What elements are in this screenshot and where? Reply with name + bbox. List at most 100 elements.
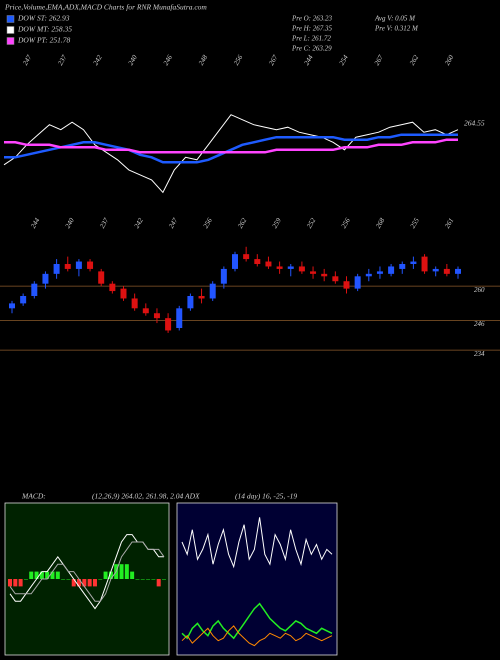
- candle-body: [365, 273, 372, 277]
- candle-body: [209, 283, 216, 299]
- histogram-bar: [98, 579, 103, 580]
- candle-body: [109, 283, 116, 292]
- series-line: [9, 541, 165, 602]
- histogram-bar: [119, 564, 124, 579]
- info-text: Pre C: 263.29: [291, 45, 332, 53]
- candle-body: [254, 259, 261, 264]
- candle-body: [198, 296, 205, 299]
- histogram-bar: [23, 579, 28, 580]
- candle-body: [421, 256, 428, 272]
- histogram-bar: [13, 579, 18, 587]
- legend-label: DOW MT: 258.35: [17, 25, 72, 34]
- histogram-bar: [130, 571, 135, 579]
- histogram-bar: [124, 564, 129, 579]
- candle-body: [120, 288, 127, 299]
- candle-body: [176, 308, 183, 328]
- date-label: 240: [64, 216, 76, 230]
- candle-body: [265, 261, 272, 267]
- histogram-bar: [146, 579, 151, 580]
- y-tick-label: 260: [474, 286, 485, 294]
- histogram-bar: [39, 571, 44, 579]
- date-label: 244: [29, 216, 41, 230]
- date-label: 242: [92, 53, 104, 67]
- series-line: [3, 114, 459, 194]
- info-text: Pre H: 267.35: [291, 25, 332, 33]
- candle-body: [53, 264, 60, 274]
- candle-body: [399, 264, 406, 269]
- candle-body: [131, 298, 138, 309]
- histogram-bar: [108, 571, 113, 579]
- date-label: 255: [409, 216, 421, 230]
- histogram-bar: [82, 579, 87, 587]
- info-text: Pre V: 0.312 M: [374, 25, 419, 33]
- date-label: 237: [98, 216, 110, 230]
- adx-text: (14 day) 16, -25, -19: [235, 492, 297, 501]
- date-label: 247: [21, 53, 33, 67]
- candle-body: [64, 264, 71, 269]
- candle-body: [287, 266, 294, 269]
- histogram-bar: [87, 579, 92, 587]
- candle-body: [42, 273, 49, 284]
- candle-body: [232, 254, 238, 269]
- candle-body: [276, 266, 283, 269]
- histogram-bar: [66, 579, 71, 580]
- candle-body: [310, 271, 317, 274]
- date-label: 259: [271, 216, 283, 230]
- candle-body: [376, 271, 383, 274]
- date-label: 242: [133, 216, 145, 230]
- series-line: [181, 602, 333, 640]
- legend-swatch: [6, 26, 15, 34]
- histogram-bar: [92, 579, 97, 587]
- candle-body: [455, 268, 461, 274]
- date-label: 268: [374, 216, 386, 230]
- macd-text: (12,26,9) 264.02, 261.98, 2.04 ADX: [92, 492, 200, 501]
- info-text: Avg V: 0.05 M: [374, 15, 416, 23]
- info-text: Pre L: 261.72: [291, 35, 331, 43]
- candle-body: [87, 261, 94, 269]
- series-line: [181, 517, 333, 569]
- date-label: 247: [167, 216, 179, 230]
- candle-body: [410, 261, 417, 264]
- date-label: 246: [162, 53, 174, 67]
- candle-body: [187, 296, 194, 309]
- candle-body: [432, 268, 439, 272]
- histogram-bar: [61, 579, 66, 580]
- candle-body: [443, 268, 450, 274]
- date-label: 267: [267, 53, 279, 67]
- date-label: 244: [303, 53, 315, 67]
- last-price-label: 264.55: [464, 118, 485, 127]
- histogram-bar: [151, 579, 156, 580]
- date-label: 237: [56, 53, 68, 67]
- candle-body: [354, 276, 361, 289]
- histogram-bar: [103, 571, 108, 579]
- date-label: 261: [443, 217, 455, 230]
- legend-label: DOW ST: 262.93: [17, 14, 70, 23]
- histogram-bar: [135, 579, 140, 580]
- series-line: [4, 133, 458, 164]
- candle-body: [343, 281, 350, 289]
- histogram-bar: [29, 571, 34, 579]
- candle-body: [321, 273, 328, 277]
- date-label: 256: [232, 53, 244, 67]
- date-label: 256: [202, 216, 214, 230]
- histogram-bar: [45, 571, 50, 579]
- series-line: [181, 625, 333, 647]
- date-label: 262: [408, 53, 420, 67]
- legend-label: DOW PT: 251.78: [17, 36, 71, 45]
- histogram-bar: [162, 579, 166, 580]
- histogram-bar: [156, 579, 161, 587]
- date-label: 240: [127, 53, 139, 67]
- candle-body: [388, 266, 395, 274]
- date-label: 267: [373, 53, 385, 67]
- candle-body: [75, 261, 82, 269]
- candle-body: [220, 268, 227, 284]
- date-label: 260: [443, 53, 455, 67]
- histogram-bar: [140, 579, 145, 580]
- candle-body: [31, 283, 38, 296]
- candle-body: [165, 318, 172, 331]
- date-label: 252: [305, 216, 317, 230]
- histogram-bar: [18, 579, 23, 587]
- candle-body: [9, 303, 15, 309]
- candle-body: [20, 296, 27, 304]
- date-label: 254: [338, 53, 350, 67]
